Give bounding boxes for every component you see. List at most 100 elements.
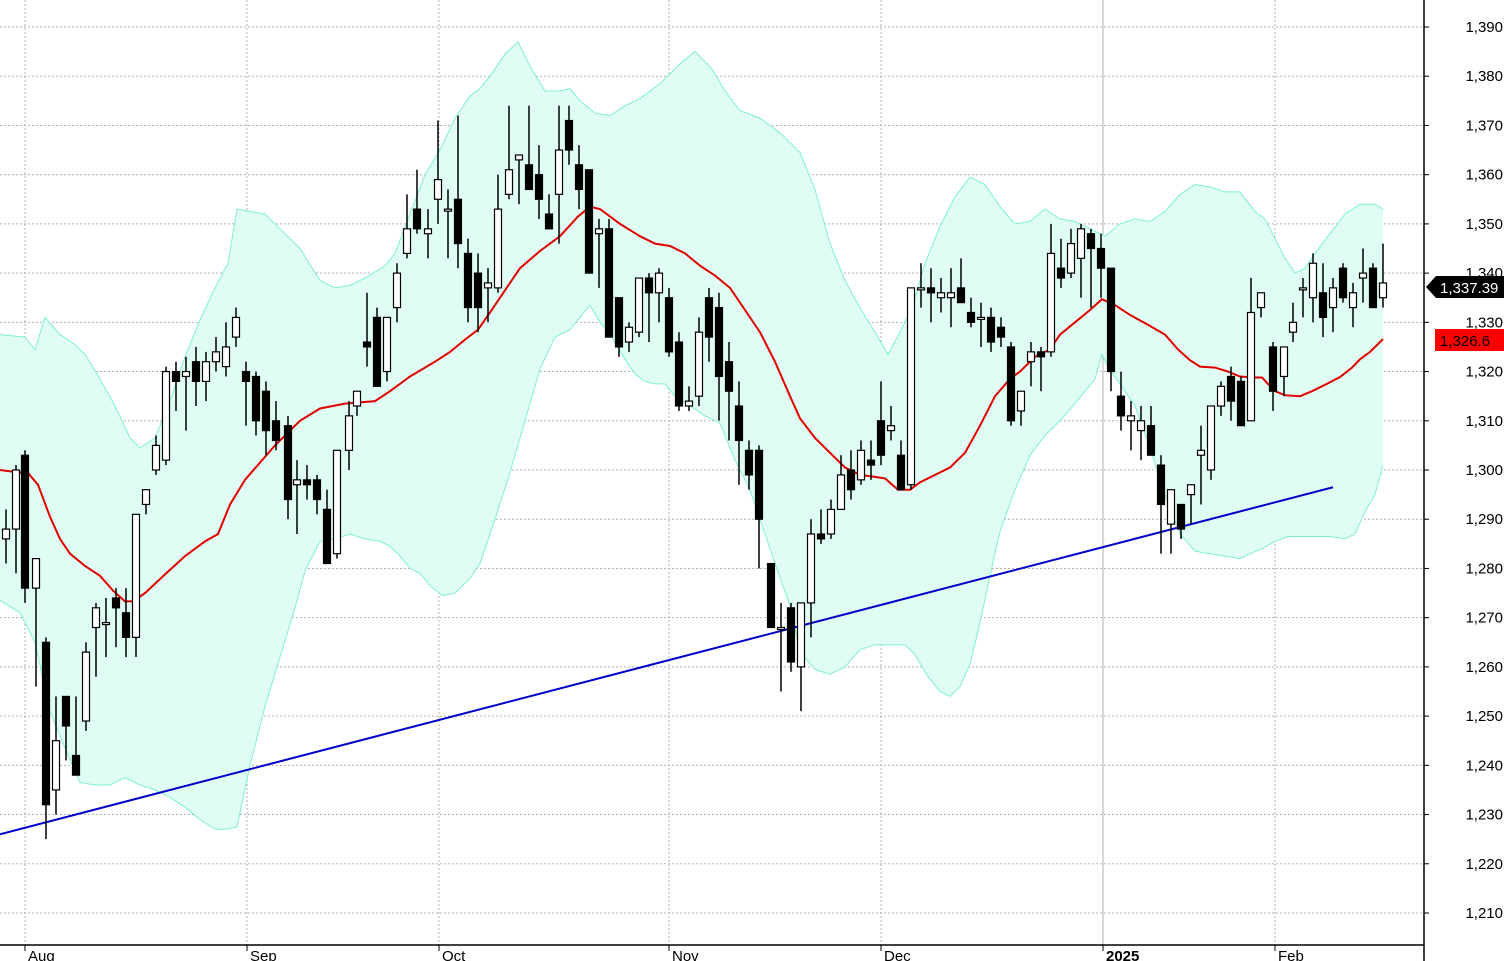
candle [654, 268, 664, 323]
candle [493, 174, 503, 293]
candle [1136, 406, 1146, 461]
y-tick-label: 1,210 [1465, 905, 1503, 922]
candle [724, 342, 734, 441]
candle [1186, 484, 1196, 525]
candle [453, 115, 463, 269]
candle [191, 346, 201, 407]
candle [1308, 253, 1318, 323]
candle [201, 351, 211, 402]
candle [101, 597, 111, 658]
candle [786, 602, 796, 672]
candle [504, 105, 514, 200]
candle [946, 268, 956, 328]
candle [1256, 292, 1266, 318]
candle [796, 602, 806, 712]
y-tick-label: 1,270 [1465, 610, 1503, 627]
bollinger-band [0, 40, 1384, 830]
candle [423, 209, 433, 259]
x-tick-label: Nov [672, 948, 699, 961]
y-tick-label: 1,320 [1465, 364, 1503, 381]
ma-value-label: 1,326.6 [1440, 333, 1490, 350]
candle [1116, 371, 1126, 431]
trendline [0, 486, 1334, 836]
candle [1, 509, 11, 564]
moving-average-line [0, 205, 1384, 603]
candle [433, 120, 443, 224]
candle [322, 489, 332, 565]
candle [241, 361, 251, 426]
candle [926, 268, 936, 323]
candle [473, 253, 483, 333]
candle [392, 263, 402, 323]
candles [1, 105, 1388, 840]
candle [231, 307, 241, 347]
candle [534, 145, 544, 219]
candle [766, 562, 776, 629]
candle [382, 316, 392, 382]
candle [976, 302, 986, 347]
candle [1016, 390, 1026, 426]
band-upper-line [0, 40, 1384, 449]
candle [261, 381, 271, 456]
candle [1246, 278, 1256, 422]
candle [544, 194, 554, 230]
candle [11, 465, 21, 574]
candle [1279, 346, 1289, 397]
ma-polyline [0, 205, 1384, 603]
candle [1196, 425, 1206, 505]
candle [1288, 302, 1298, 343]
x-tick-label: Aug [28, 948, 55, 961]
y-axis-labels: 1,3901,3801,3701,3601,3501,3401,3301,320… [1424, 19, 1503, 922]
candle [1348, 282, 1358, 328]
candle [986, 307, 996, 352]
candle [1096, 233, 1106, 298]
candle [91, 602, 101, 677]
candle [836, 455, 846, 510]
x-axis-labels: Aug Sep Oct Nov Dec 2025 Feb [24, 945, 1304, 961]
candle [412, 169, 422, 234]
y-tick-label: 1,250 [1465, 708, 1503, 725]
band-fill [0, 41, 1383, 830]
y-tick-label: 1,280 [1465, 560, 1503, 577]
candle [906, 287, 916, 490]
candle [776, 602, 786, 692]
candle [704, 287, 714, 362]
y-tick-label: 1,300 [1465, 462, 1503, 479]
candle [463, 238, 473, 323]
ma-value-tag: 1,326.6 [1435, 329, 1504, 351]
x-tick-label: Sep [250, 948, 277, 961]
candle [966, 297, 976, 328]
y-tick-label: 1,390 [1465, 19, 1503, 36]
candle [1378, 243, 1388, 308]
candle [1106, 267, 1116, 392]
candle [886, 406, 896, 441]
candle [1126, 401, 1136, 451]
x-tick-label: Oct [442, 948, 466, 961]
candle [1338, 263, 1348, 303]
candle [664, 287, 674, 357]
candle [271, 401, 281, 451]
candle [251, 371, 261, 436]
candle [1318, 263, 1328, 338]
price-tags: 1,337.39 1,326.6 [1426, 276, 1504, 351]
y-tick-label: 1,220 [1465, 856, 1503, 873]
candle [131, 513, 141, 658]
candle [71, 696, 81, 776]
candle [81, 642, 91, 731]
candle [312, 474, 322, 515]
candle [1076, 223, 1086, 298]
candle [1358, 248, 1368, 303]
candle [302, 465, 312, 500]
candle [754, 445, 764, 569]
candle [211, 337, 221, 372]
candle [41, 637, 51, 840]
candle [674, 332, 684, 411]
candle [20, 450, 30, 603]
candle [141, 489, 151, 515]
candle [826, 499, 836, 539]
candle [1156, 455, 1166, 554]
candle [1046, 223, 1056, 357]
y-tick-label: 1,350 [1465, 216, 1503, 233]
candle [644, 273, 654, 343]
